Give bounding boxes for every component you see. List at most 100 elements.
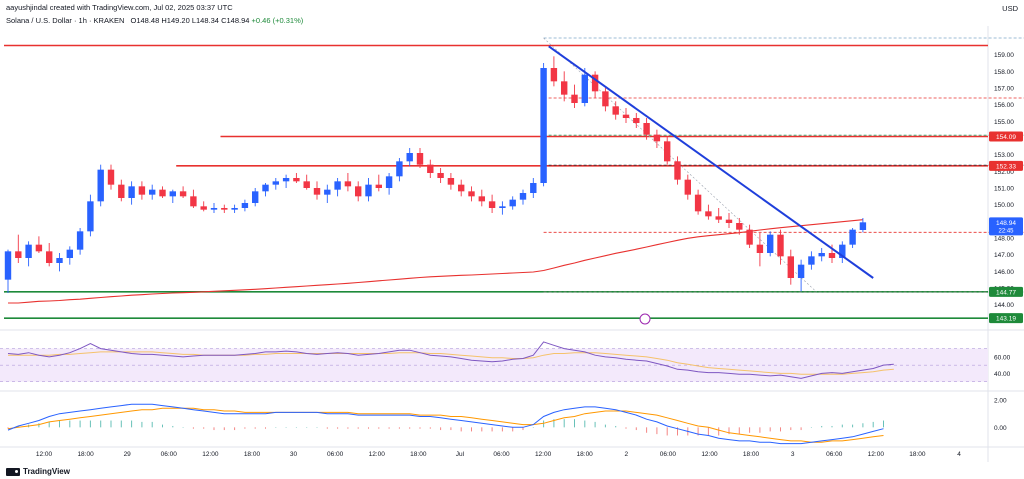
price-tag — [989, 313, 1023, 324]
candle-body — [787, 256, 794, 278]
macd-histogram-bar — [285, 427, 287, 428]
macd-histogram-bar — [501, 427, 503, 432]
candle-body — [581, 74, 588, 103]
candle-body — [674, 161, 681, 180]
macd-histogram-bar — [749, 427, 751, 433]
macd-histogram-bar — [841, 424, 843, 428]
macd-histogram-bar — [398, 427, 400, 429]
candle-body — [87, 201, 94, 232]
bearish-trendline — [548, 45, 874, 279]
candle-body — [35, 244, 43, 252]
macd-histogram-bar — [697, 427, 699, 436]
macd-histogram-bar — [275, 427, 277, 428]
candle-body — [138, 186, 146, 195]
macd-histogram-bar — [306, 427, 308, 428]
price-tick-label: 152.00 — [994, 169, 1014, 176]
candle-body — [169, 191, 176, 197]
candle-body — [46, 251, 53, 263]
macd-histogram-bar — [17, 425, 19, 428]
candle-body — [210, 208, 218, 210]
time-tick-label: 06:00 — [826, 451, 843, 458]
candle-body — [478, 196, 485, 202]
event-marker-icon — [639, 313, 651, 325]
change-value: +0.46 (+0.31%) — [251, 16, 304, 25]
macd-histogram-bar — [532, 427, 534, 428]
price-tag-label: 143.19 — [996, 316, 1016, 323]
candle-body — [4, 251, 12, 280]
macd-histogram-bar — [780, 427, 781, 432]
candle-body — [808, 256, 815, 265]
macd-histogram-bar — [223, 427, 225, 431]
time-tick-label: 18:00 — [577, 451, 594, 458]
price-tick-label: 157.00 — [994, 86, 1014, 93]
candle-body — [272, 181, 279, 185]
candle-body — [797, 264, 805, 278]
candle-body — [694, 194, 702, 212]
candle-body — [25, 244, 32, 258]
macd-histogram-bar — [419, 427, 421, 429]
time-tick-label: 4 — [957, 451, 961, 458]
time-tick-label: 12:00 — [202, 451, 219, 458]
macd-histogram-bar — [522, 427, 524, 431]
macd-histogram-bar — [192, 427, 194, 429]
tradingview-logo[interactable]: TradingView — [6, 467, 70, 476]
macd-histogram-bar — [203, 427, 205, 429]
macd-histogram-bar — [790, 427, 792, 431]
macd-histogram-bar — [800, 427, 802, 431]
time-tick-label: 06:00 — [493, 451, 510, 458]
time-tick-label: 18:00 — [244, 451, 261, 458]
candle-body — [365, 184, 372, 197]
time-tick-label: 18:00 — [909, 451, 926, 458]
price-tick-label: 155.00 — [994, 119, 1014, 126]
time-tick-label: 12:00 — [868, 451, 885, 458]
candle-body — [385, 176, 393, 188]
candle-body — [375, 184, 382, 188]
macd-histogram-bar — [852, 424, 854, 428]
macd-histogram-bar — [460, 427, 462, 432]
candle-body — [540, 68, 547, 183]
time-tick-label: 30 — [290, 451, 298, 458]
macd-histogram-bar — [110, 420, 112, 428]
chart-attribution: aayushjindal created with TradingView.co… — [6, 3, 233, 12]
macd-histogram-bar — [357, 427, 359, 429]
macd-histogram-bar — [656, 427, 658, 435]
macd-histogram-bar — [326, 427, 328, 429]
time-tick-label: 18:00 — [743, 451, 760, 458]
price-tick-label: 147.00 — [994, 252, 1014, 259]
candle-body — [200, 206, 207, 210]
candle-body — [447, 178, 455, 185]
moving-average-line — [8, 219, 863, 304]
macd-histogram-bar — [337, 427, 339, 429]
price-tick-label: 159.00 — [994, 52, 1014, 59]
price-tag — [989, 217, 1023, 236]
candle-body — [530, 183, 537, 193]
candle-body — [602, 91, 609, 107]
candle-body — [406, 153, 413, 162]
macd-histogram-bar — [69, 420, 71, 428]
macd-histogram-bar — [440, 427, 442, 431]
candle-body — [313, 188, 321, 195]
macd-histogram-bar — [563, 419, 565, 428]
macd-histogram-bar — [481, 427, 483, 432]
macd-histogram-bar — [862, 423, 864, 428]
macd-histogram-bar — [244, 427, 246, 429]
time-tick-label: 29 — [124, 451, 132, 458]
price-tick-label: 151.00 — [994, 186, 1014, 193]
macd-histogram-bar — [615, 425, 617, 428]
candle-body — [756, 244, 764, 253]
price-tag — [989, 160, 1023, 171]
candle-body — [190, 196, 197, 207]
tradingview-logo-icon — [6, 467, 20, 476]
macd-histogram-bar — [182, 427, 184, 428]
macd-histogram-bar — [59, 420, 60, 428]
time-tick-label: 06:00 — [327, 451, 344, 458]
macd-histogram-bar — [450, 427, 452, 431]
macd-histogram-bar — [7, 427, 9, 429]
macd-histogram-bar — [378, 427, 380, 429]
macd-histogram-bar — [707, 427, 709, 436]
macd-histogram-bar — [172, 425, 174, 428]
candle-body — [293, 178, 300, 182]
candle-body — [571, 94, 578, 103]
candle-body — [437, 173, 444, 178]
